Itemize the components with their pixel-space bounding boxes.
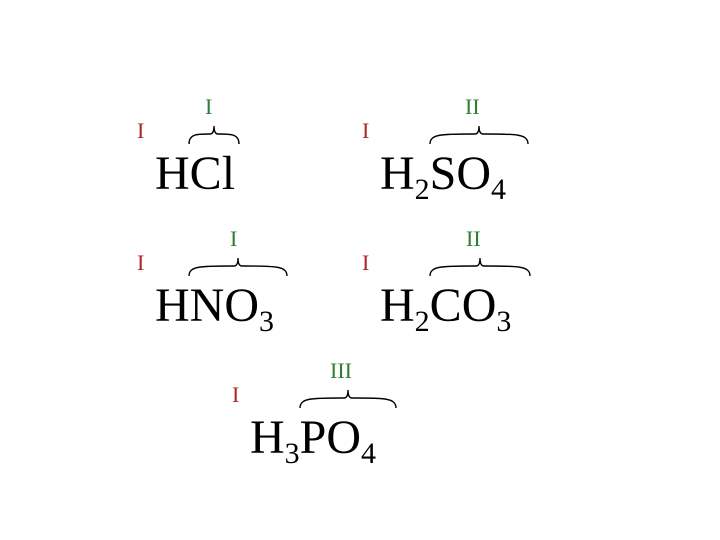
h2so4-O: O bbox=[456, 147, 491, 200]
formula-h2so4: H2SO4 bbox=[380, 150, 506, 198]
diagram-canvas: I I HCl I II H2SO4 I I HNO3 I II bbox=[0, 0, 720, 540]
h2co3-residue-brace bbox=[428, 254, 532, 278]
h2so4-residue-brace bbox=[428, 122, 530, 146]
hno3-O: O bbox=[224, 279, 259, 332]
h2so4-H: H bbox=[380, 147, 415, 200]
h2so4-residue-valence: II bbox=[465, 96, 480, 118]
h2co3-h-valence: I bbox=[362, 252, 369, 274]
cell-h2co3: I II H2CO3 bbox=[380, 282, 511, 330]
hcl-residue-brace bbox=[187, 122, 241, 146]
h3po4-residue-brace bbox=[298, 386, 398, 410]
h3po4-H: H bbox=[250, 411, 285, 464]
h2co3-C: C bbox=[430, 279, 462, 332]
hcl-h-valence: I bbox=[137, 120, 144, 142]
hno3-residue-brace bbox=[187, 254, 289, 278]
hcl-residue-valence: I bbox=[205, 96, 212, 118]
h2co3-O-count: 3 bbox=[496, 305, 511, 338]
h3po4-P: P bbox=[300, 411, 327, 464]
h2co3-H: H bbox=[380, 279, 415, 332]
hno3-h-valence: I bbox=[137, 252, 144, 274]
cell-hno3: I I HNO3 bbox=[155, 282, 274, 330]
formula-hcl: HCl bbox=[155, 150, 235, 198]
h2so4-O-count: 4 bbox=[491, 173, 506, 206]
formula-h3po4: H3PO4 bbox=[250, 414, 376, 462]
h2so4-h-valence: I bbox=[362, 120, 369, 142]
h3po4-residue-valence: III bbox=[330, 360, 352, 382]
hno3-O-count: 3 bbox=[259, 305, 274, 338]
h2co3-residue-valence: II bbox=[466, 228, 481, 250]
h2so4-h-count: 2 bbox=[415, 173, 430, 206]
h2co3-h-count: 2 bbox=[415, 305, 430, 338]
h3po4-h-count: 3 bbox=[285, 437, 300, 470]
formula-hno3: HNO3 bbox=[155, 282, 274, 330]
h3po4-O-count: 4 bbox=[361, 437, 376, 470]
cell-hcl: I I HCl bbox=[155, 150, 235, 198]
cell-h3po4: I III H3PO4 bbox=[250, 414, 376, 462]
hno3-N: N bbox=[190, 279, 225, 332]
cell-h2so4: I II H2SO4 bbox=[380, 150, 506, 198]
h2co3-O: O bbox=[462, 279, 497, 332]
hcl-H: H bbox=[155, 147, 190, 200]
h2so4-S: S bbox=[430, 147, 457, 200]
hno3-H: H bbox=[155, 279, 190, 332]
formula-h2co3: H2CO3 bbox=[380, 282, 511, 330]
h3po4-h-valence: I bbox=[232, 384, 239, 406]
h3po4-O: O bbox=[326, 411, 361, 464]
hcl-residue-Cl: Cl bbox=[190, 147, 235, 200]
hno3-residue-valence: I bbox=[230, 228, 237, 250]
